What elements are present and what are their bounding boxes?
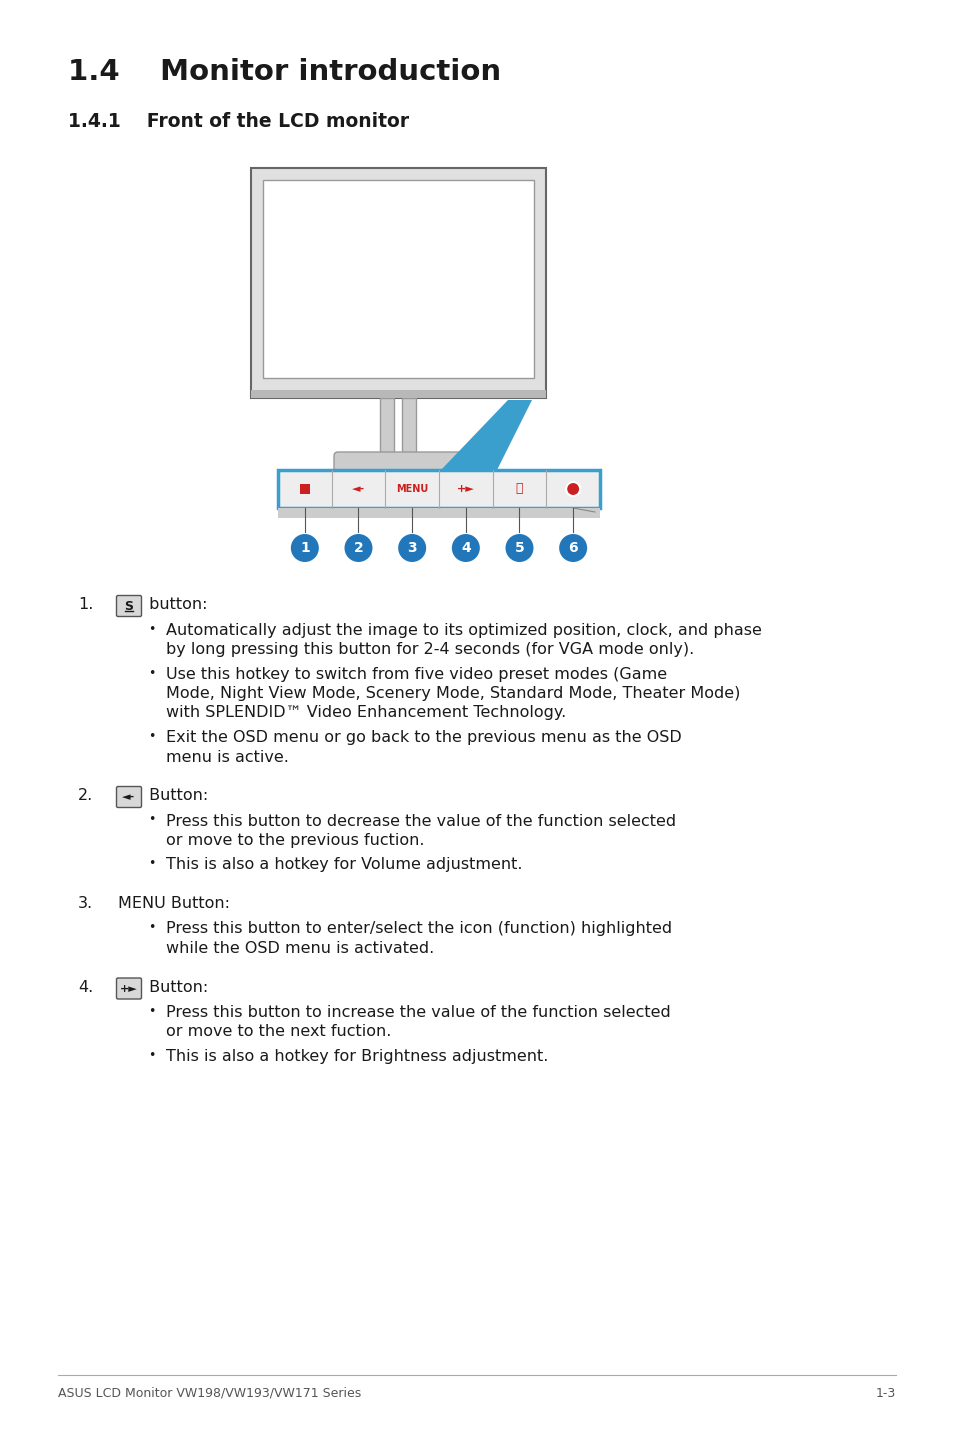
Text: 4.: 4.	[78, 979, 93, 995]
Text: 2.: 2.	[78, 788, 93, 802]
Text: Button:: Button:	[144, 788, 208, 802]
Text: Button:: Button:	[144, 979, 208, 995]
Bar	[251, 168, 545, 398]
Text: +►: +►	[120, 984, 138, 994]
FancyBboxPatch shape	[334, 452, 461, 477]
Text: ◄-: ◄-	[352, 485, 365, 495]
Text: with SPLENDID™ Video Enhancement Technology.: with SPLENDID™ Video Enhancement Technol…	[166, 706, 566, 720]
Text: 6: 6	[568, 541, 578, 555]
Bar	[277, 470, 599, 508]
Text: MENU: MENU	[395, 485, 428, 495]
Text: •: •	[148, 666, 155, 680]
Text: Press this button to increase the value of the function selected: Press this button to increase the value …	[166, 1005, 670, 1020]
Text: MENU Button:: MENU Button:	[118, 896, 230, 912]
Text: S: S	[125, 600, 133, 613]
Bar	[251, 390, 545, 398]
Bar	[401, 398, 416, 456]
Text: Press this button to enter/select the icon (function) highlighted: Press this button to enter/select the ic…	[166, 922, 672, 936]
Text: 3: 3	[407, 541, 416, 555]
Bar	[263, 180, 534, 378]
Text: or move to the previous fuction.: or move to the previous fuction.	[166, 833, 424, 848]
Text: 4: 4	[460, 541, 470, 555]
Text: •: •	[148, 623, 155, 636]
Circle shape	[397, 533, 426, 562]
Text: ASUS LCD Monitor VW198/VW193/VW171 Series: ASUS LCD Monitor VW198/VW193/VW171 Serie…	[58, 1388, 361, 1401]
Text: This is also a hotkey for Volume adjustment.: This is also a hotkey for Volume adjustm…	[166, 857, 522, 873]
FancyBboxPatch shape	[116, 787, 141, 808]
Circle shape	[505, 533, 533, 562]
Circle shape	[565, 482, 579, 496]
Polygon shape	[440, 400, 532, 470]
Text: Exit the OSD menu or go back to the previous menu as the OSD: Exit the OSD menu or go back to the prev…	[166, 731, 681, 745]
Text: 1: 1	[299, 541, 310, 555]
Text: ⏻: ⏻	[516, 483, 522, 496]
Bar	[277, 508, 599, 518]
Text: •: •	[148, 857, 155, 870]
FancyBboxPatch shape	[116, 595, 141, 617]
FancyBboxPatch shape	[116, 978, 141, 999]
Text: 1.: 1.	[78, 597, 93, 613]
Text: ◄-: ◄-	[122, 792, 135, 802]
Text: 2: 2	[354, 541, 363, 555]
Circle shape	[291, 533, 318, 562]
Text: •: •	[148, 814, 155, 827]
Text: 1.4    Monitor introduction: 1.4 Monitor introduction	[68, 58, 500, 86]
Text: Press this button to decrease the value of the function selected: Press this button to decrease the value …	[166, 814, 676, 828]
Text: •: •	[148, 1048, 155, 1063]
Text: Use this hotkey to switch from five video preset modes (Game: Use this hotkey to switch from five vide…	[166, 666, 666, 682]
Text: Mode, Night View Mode, Scenery Mode, Standard Mode, Theater Mode): Mode, Night View Mode, Scenery Mode, Sta…	[166, 686, 740, 700]
Bar	[379, 398, 394, 456]
Text: •: •	[148, 731, 155, 743]
Text: Automatically adjust the image to its optimized position, clock, and phase: Automatically adjust the image to its op…	[166, 623, 761, 637]
Text: 1.4.1    Front of the LCD monitor: 1.4.1 Front of the LCD monitor	[68, 112, 409, 131]
Text: 3.: 3.	[78, 896, 93, 912]
Circle shape	[344, 533, 372, 562]
Bar	[299, 485, 310, 495]
Text: •: •	[148, 1005, 155, 1018]
Text: while the OSD menu is activated.: while the OSD menu is activated.	[166, 940, 434, 956]
Text: This is also a hotkey for Brightness adjustment.: This is also a hotkey for Brightness adj…	[166, 1048, 548, 1064]
Text: 5: 5	[514, 541, 524, 555]
Text: button:: button:	[144, 597, 208, 613]
Circle shape	[452, 533, 479, 562]
Circle shape	[558, 533, 586, 562]
Text: by long pressing this button for 2-4 seconds (for VGA mode only).: by long pressing this button for 2-4 sec…	[166, 641, 694, 657]
Text: +►: +►	[456, 485, 475, 495]
Text: or move to the next fuction.: or move to the next fuction.	[166, 1024, 391, 1040]
Text: •: •	[148, 922, 155, 935]
Text: 1-3: 1-3	[875, 1388, 895, 1401]
Text: menu is active.: menu is active.	[166, 749, 289, 765]
